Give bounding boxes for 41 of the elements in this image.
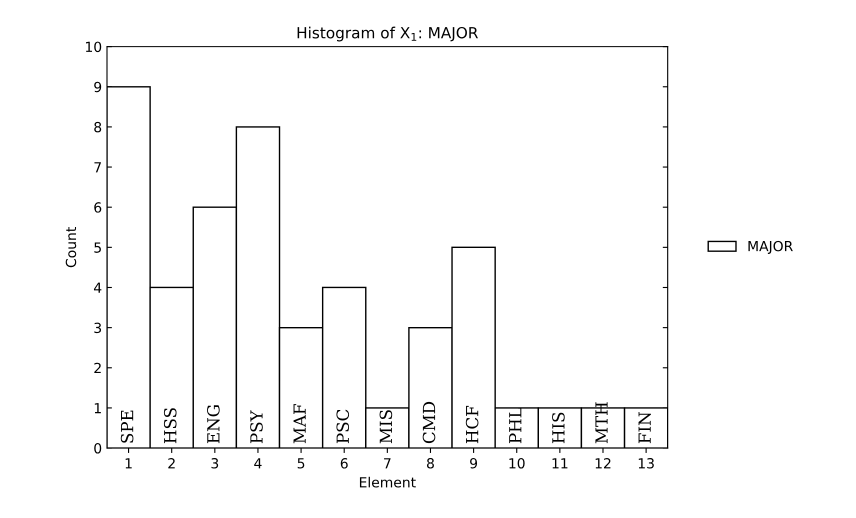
- annotation: CMD: [422, 402, 436, 444]
- legend-label: MAJOR: [748, 240, 793, 254]
- x-tick-label: 7: [384, 458, 391, 468]
- annotation: MIS: [380, 410, 392, 444]
- y-tick-label: 7: [94, 162, 101, 172]
- y-tick-label: 1: [94, 403, 101, 414]
- x-tick-label: 6: [340, 458, 348, 469]
- x-tick-label: 13: [638, 458, 654, 469]
- y-tick-label: 5: [94, 242, 101, 253]
- annotation: HSS: [164, 408, 177, 444]
- annotation: FIN: [638, 412, 651, 444]
- x-tick-label: 3: [211, 458, 218, 469]
- x-tick-label: 8: [426, 458, 434, 469]
- x-tick-label: 4: [254, 458, 262, 468]
- chart-title: Histogram of X$_{1}$: MAJOR: [298, 26, 478, 42]
- x-tick-label: 10: [509, 458, 525, 469]
- annotation: SPE: [120, 410, 134, 443]
- annotation: HIS: [552, 412, 565, 444]
- annotation: PHL: [509, 408, 522, 444]
- x-axis-title: Element: [360, 476, 416, 488]
- y-tick-label: 6: [94, 202, 102, 213]
- y-tick-label: 2: [94, 362, 101, 374]
- y-tick-label: 8: [94, 122, 102, 132]
- y-tick-label: 10: [86, 42, 102, 52]
- x-tick-label: 2: [168, 458, 175, 468]
- annotation: ENG: [207, 405, 220, 444]
- annotation: PSY: [250, 410, 263, 444]
- x-tick-label: 1: [126, 458, 132, 468]
- x-tick-label: 12: [596, 458, 610, 468]
- annotation: PSC: [336, 410, 350, 444]
- annotation: MAF: [294, 404, 306, 444]
- y-axis-title: Count: [66, 227, 76, 268]
- y-tick-label: 0: [94, 443, 102, 454]
- annotation: MTH: [595, 402, 608, 444]
- y-tick-label: 9: [94, 82, 102, 92]
- x-tick-label: 5: [298, 458, 304, 469]
- x-tick-label: 11: [552, 458, 568, 468]
- y-tick-label: 4: [94, 282, 102, 293]
- y-tick-label: 3: [94, 322, 102, 334]
- x-tick-label: 9: [470, 458, 478, 469]
- annotation: HCF: [466, 406, 478, 444]
